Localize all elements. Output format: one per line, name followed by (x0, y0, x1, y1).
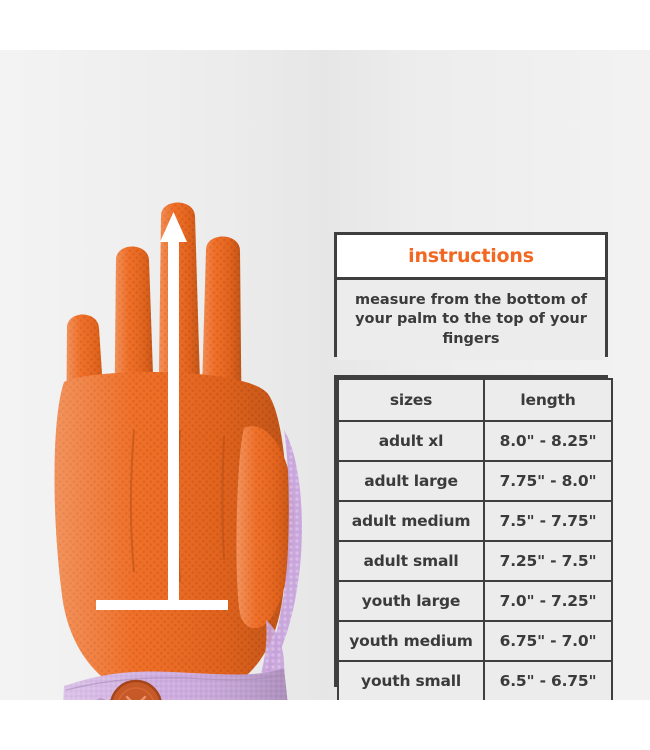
sizes-table: sizes length adult xl 8.0" - 8.25" adult… (337, 378, 613, 700)
cell-size: adult large (337, 460, 485, 502)
cell-size: adult xl (337, 420, 485, 462)
table-row: youth small 6.5" - 6.75" (337, 660, 613, 700)
cell-length: 7.0" - 7.25" (483, 580, 613, 622)
sizes-table-panel: sizes length adult xl 8.0" - 8.25" adult… (334, 375, 613, 700)
column-header-sizes: sizes (337, 378, 485, 422)
table-row: adult medium 7.5" - 7.75" (337, 500, 613, 542)
table-row: youth medium 6.75" - 7.0" (337, 620, 613, 662)
cell-length: 7.75" - 8.0" (483, 460, 613, 502)
cell-size: adult small (337, 540, 485, 582)
cell-length: 8.0" - 8.25" (483, 420, 613, 462)
instructions-body-text: measure from the bottom of your palm to … (337, 280, 605, 360)
table-header-row: sizes length (337, 378, 613, 422)
glove-cuff (63, 668, 288, 700)
cell-size: youth small (337, 660, 485, 700)
glove-figure (30, 130, 330, 700)
table-row: youth large 7.0" - 7.25" (337, 580, 613, 622)
cell-size: youth large (337, 580, 485, 622)
cell-length: 7.5" - 7.75" (483, 500, 613, 542)
sizes-table-body: adult xl 8.0" - 8.25" adult large 7.75" … (337, 420, 613, 700)
glove-thumb (236, 426, 294, 629)
table-row: adult small 7.25" - 7.5" (337, 540, 613, 582)
cell-size: adult medium (337, 500, 485, 542)
table-row: adult xl 8.0" - 8.25" (337, 420, 613, 462)
instructions-header: instructions (337, 235, 605, 280)
brand-logo-patch (110, 679, 162, 700)
cell-length: 6.75" - 7.0" (483, 620, 613, 662)
cell-length: 6.5" - 6.75" (483, 660, 613, 700)
cell-size: youth medium (337, 620, 485, 662)
column-header-length: length (483, 378, 613, 422)
cell-length: 7.25" - 7.5" (483, 540, 613, 582)
instructions-panel: instructions measure from the bottom of … (334, 232, 608, 360)
batting-glove-image (30, 130, 330, 700)
table-row: adult large 7.75" - 8.0" (337, 460, 613, 502)
product-image-canvas: instructions measure from the bottom of … (0, 50, 650, 700)
